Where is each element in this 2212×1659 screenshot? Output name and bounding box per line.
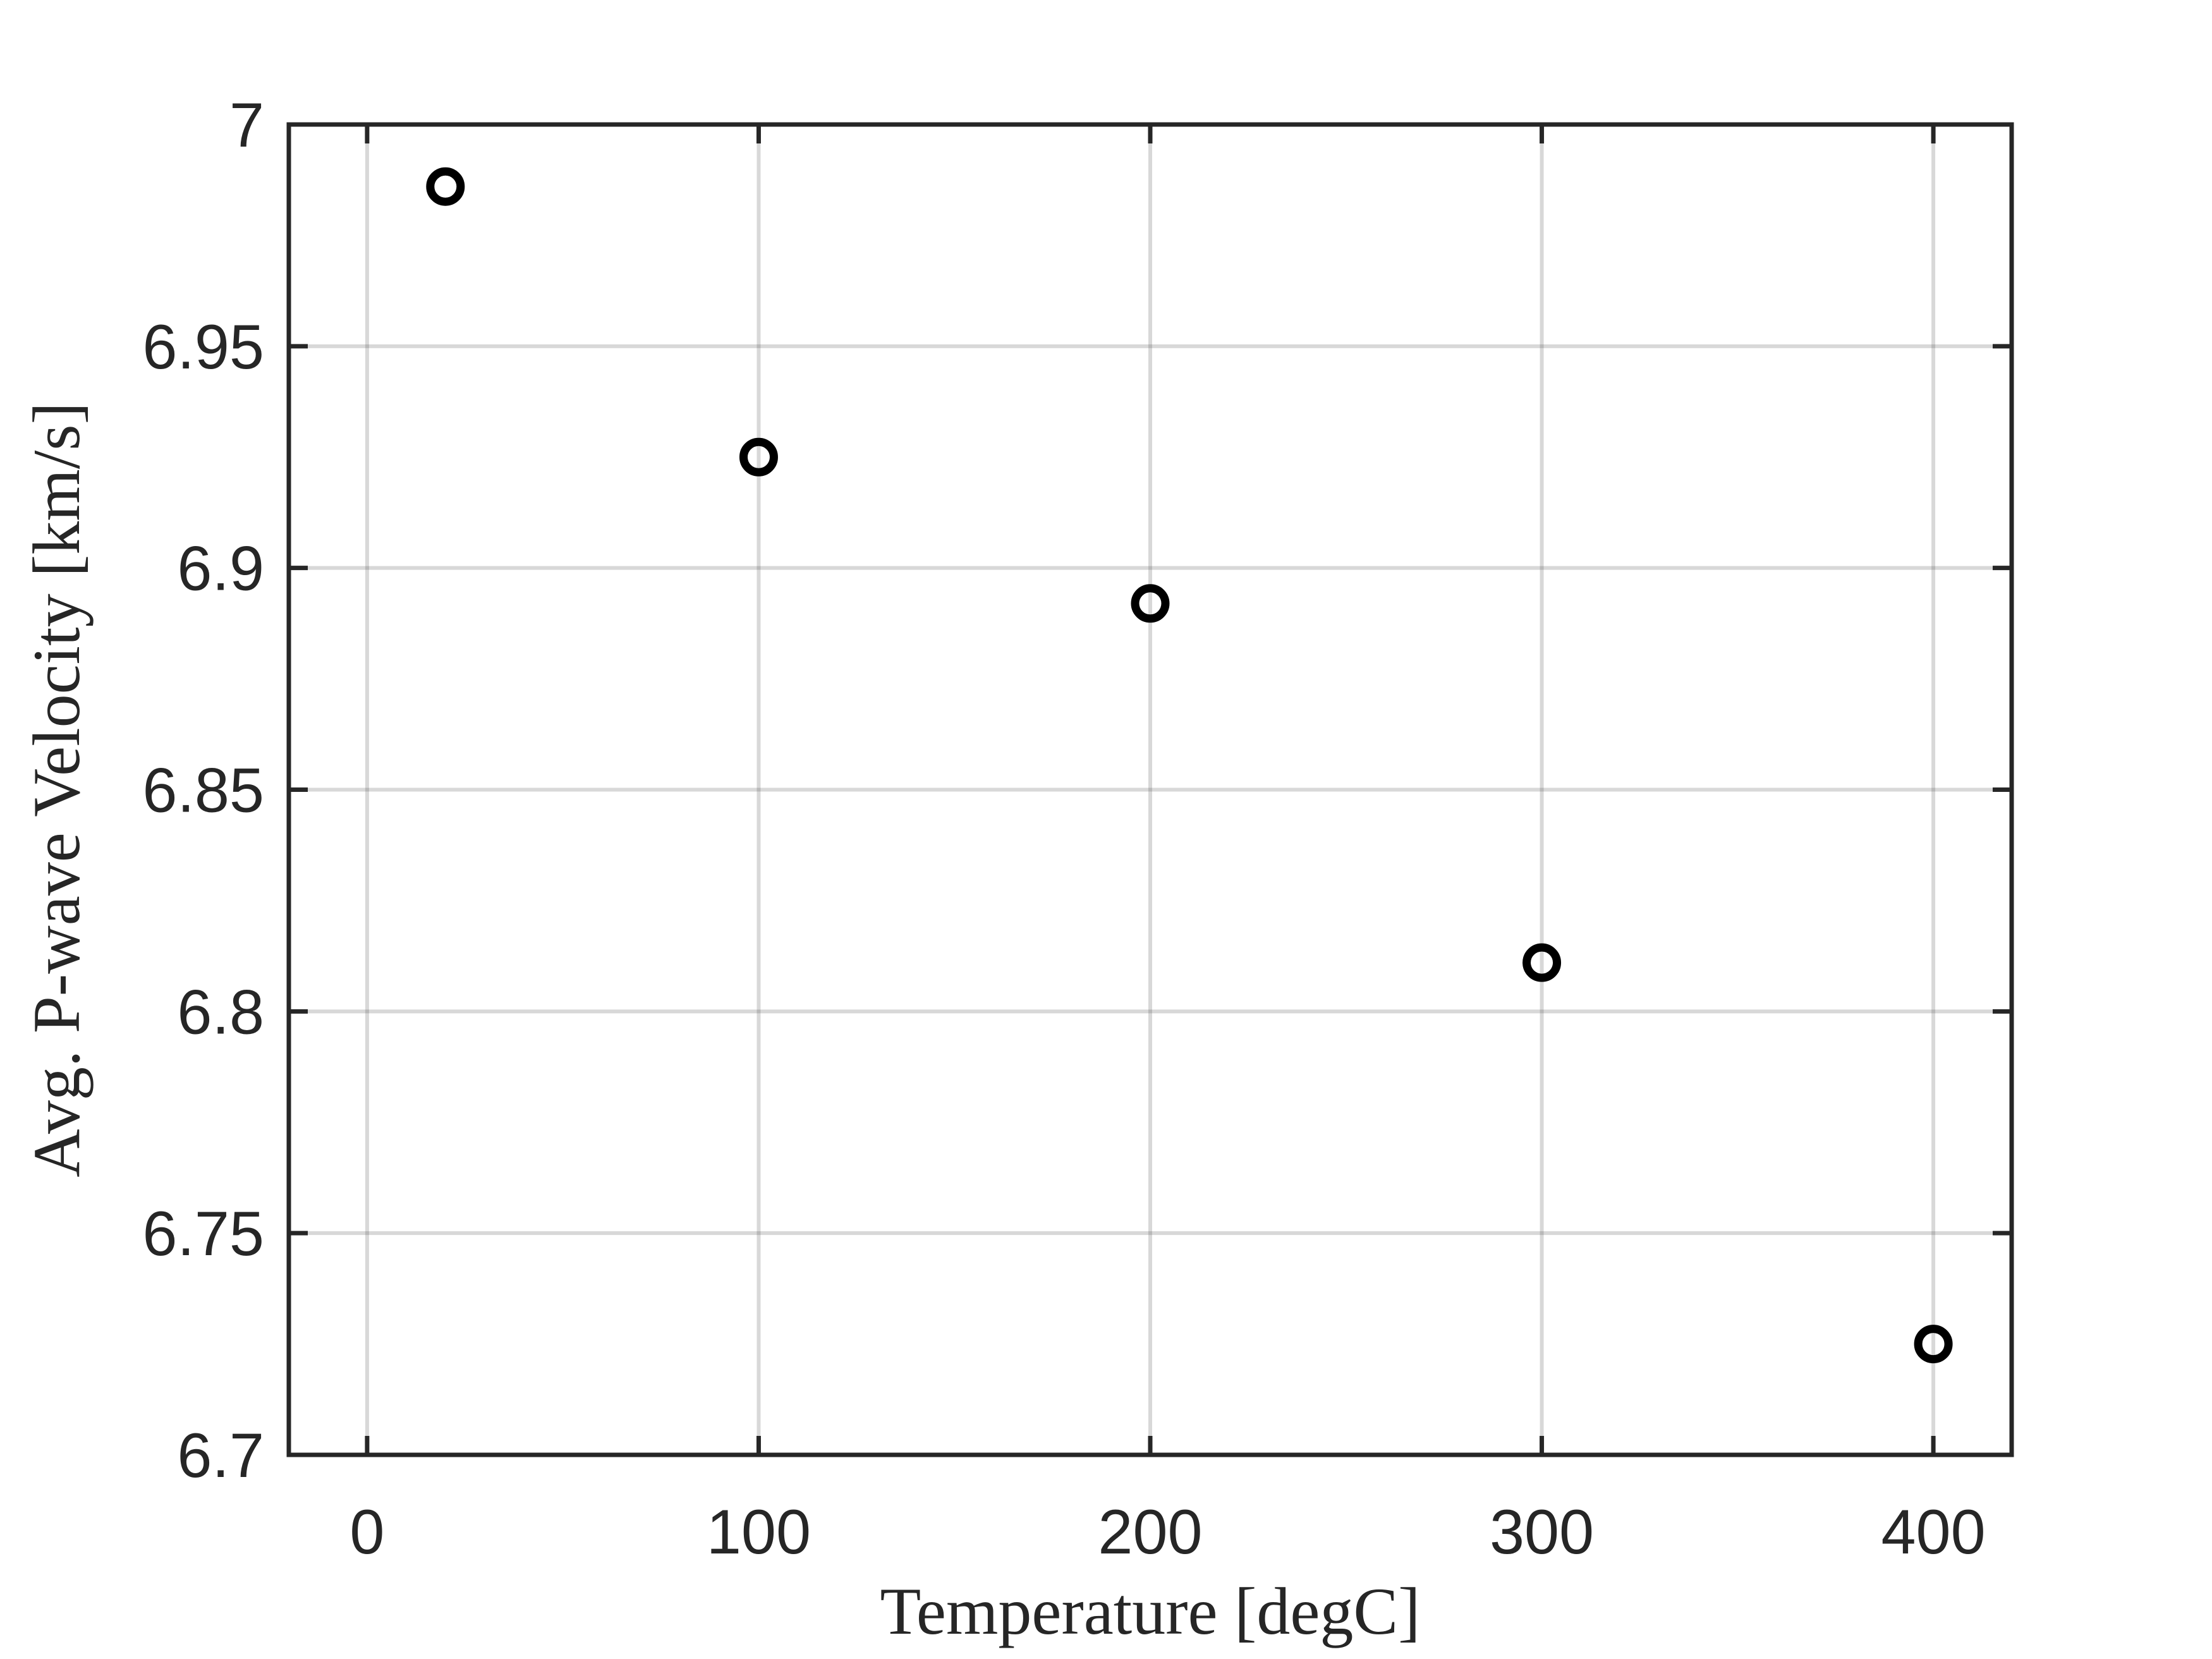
y-tick-label: 7 (229, 90, 264, 160)
x-tick-label: 100 (707, 1497, 811, 1567)
x-tick-label: 300 (1490, 1497, 1594, 1567)
data-point (426, 167, 465, 206)
x-tick-label: 400 (1881, 1497, 1985, 1567)
data-point (1131, 584, 1170, 623)
data-point (739, 437, 778, 477)
y-axis-title: Avg. P-wave Velocity [km/s] (20, 402, 94, 1177)
y-tick-label: 6.95 (142, 312, 264, 382)
x-axis-title: Temperature [degC] (880, 1574, 1421, 1648)
data-point (1914, 1325, 1953, 1364)
data-points (426, 167, 1953, 1364)
x-tick-label: 200 (1098, 1497, 1202, 1567)
data-point (1522, 943, 1562, 982)
y-tick-label: 6.9 (177, 533, 264, 604)
y-tick-label: 6.7 (177, 1420, 264, 1490)
y-tick-labels: 6.7 6.75 6.8 6.85 6.9 6.95 7 (142, 90, 264, 1490)
grid-lines (289, 123, 2012, 1457)
plot-area-frame (286, 122, 2014, 1457)
x-tick-label: 0 (349, 1497, 384, 1567)
y-tick-label: 6.85 (142, 755, 264, 825)
y-tick-label: 6.75 (142, 1198, 264, 1268)
x-tick-labels: 0 100 200 300 400 (349, 1497, 1985, 1567)
y-tick-label: 6.8 (177, 976, 264, 1047)
